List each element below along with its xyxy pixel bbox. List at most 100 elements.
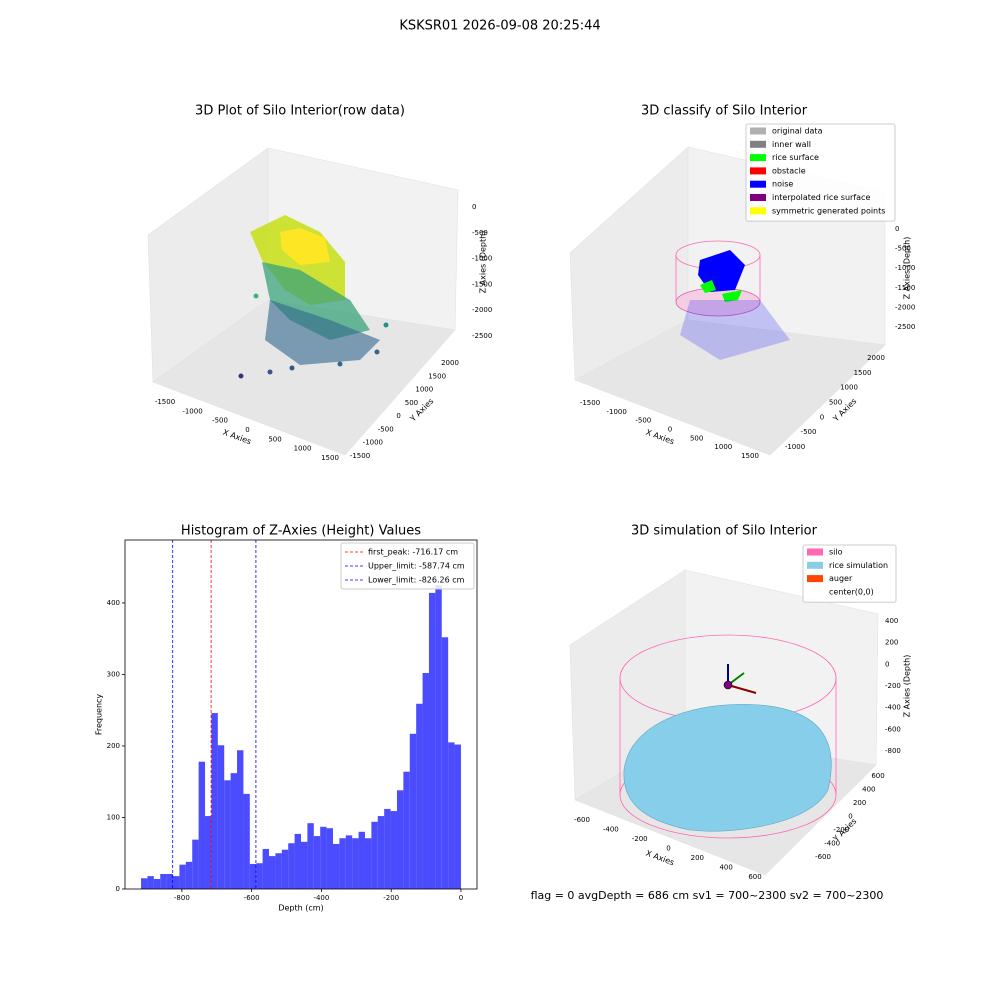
point-cloud bbox=[238, 215, 389, 379]
y-tick-label: 0 bbox=[820, 413, 824, 421]
z-tick-label: -500 bbox=[472, 229, 488, 237]
plot-frame bbox=[124, 539, 478, 890]
x-tick-label: -1500 bbox=[580, 399, 600, 407]
bar bbox=[166, 873, 174, 889]
chart-title: 3D classify of Silo Interior bbox=[641, 104, 808, 119]
pane bbox=[574, 319, 886, 456]
y-tick-label: 100 bbox=[107, 813, 120, 821]
bar bbox=[396, 790, 404, 889]
legend-label: Lower_limit: -826.26 cm bbox=[368, 576, 465, 585]
legend-swatch bbox=[807, 575, 823, 583]
legend-swatch bbox=[750, 167, 766, 175]
bar bbox=[230, 773, 238, 889]
legend-label: rice surface bbox=[772, 153, 819, 162]
z-tick-label: 0 bbox=[472, 203, 476, 211]
y-tick-label: 400 bbox=[107, 599, 120, 607]
bar bbox=[160, 873, 167, 889]
z-tick-label: 0 bbox=[895, 225, 899, 233]
silo-wireframe bbox=[619, 634, 837, 839]
bar bbox=[288, 843, 295, 889]
legend-box bbox=[340, 542, 475, 590]
y-tick-label: 2000 bbox=[441, 359, 459, 367]
x-tick-label: -1500 bbox=[155, 398, 175, 406]
bar bbox=[441, 637, 449, 889]
bar bbox=[141, 878, 148, 889]
z-tick-label: -1500 bbox=[472, 280, 492, 288]
y-tick-label: 1500 bbox=[428, 372, 446, 380]
legend-label: silo bbox=[829, 548, 843, 557]
x-tick-label: -200 bbox=[383, 894, 399, 902]
x-tick-label: 0 bbox=[666, 845, 670, 853]
x-tick-label: 1000 bbox=[294, 445, 312, 453]
legend-label: center(0,0) bbox=[829, 587, 874, 596]
y-tick-label: -500 bbox=[801, 428, 817, 436]
x-tick-label: -600 bbox=[574, 816, 590, 824]
legend-label: Upper_limit: -587.74 cm bbox=[368, 562, 465, 571]
bar bbox=[358, 831, 365, 889]
bar bbox=[403, 771, 410, 889]
x-tick-label: 500 bbox=[690, 434, 703, 442]
legend-swatch bbox=[807, 548, 823, 556]
legend-label: interpolated rice surface bbox=[772, 193, 870, 202]
z-axis-label: Z Axies (Depth) bbox=[479, 231, 488, 294]
z-tick-label: -2500 bbox=[895, 323, 915, 331]
bar bbox=[256, 863, 263, 889]
y-tick-label: 600 bbox=[871, 772, 884, 780]
bar bbox=[422, 673, 429, 889]
legend-label: auger bbox=[829, 574, 853, 583]
chart-title: 3D Plot of Silo Interior(row data) bbox=[195, 104, 405, 119]
bar bbox=[371, 821, 378, 889]
bar bbox=[217, 745, 225, 889]
chart-title: 3D simulation of Silo Interior bbox=[631, 524, 818, 539]
bar bbox=[192, 839, 199, 889]
bar bbox=[339, 838, 346, 889]
z-tick-label: -2500 bbox=[472, 332, 492, 340]
bar bbox=[185, 861, 193, 889]
legend-label: symmetric generated points bbox=[772, 206, 885, 215]
bar bbox=[153, 878, 161, 889]
pane bbox=[152, 299, 456, 456]
y-tick-label: 0 bbox=[848, 813, 852, 821]
bar bbox=[269, 856, 276, 889]
bar bbox=[320, 826, 327, 889]
bar bbox=[326, 828, 333, 889]
y-tick-label: -1000 bbox=[363, 439, 383, 447]
bar bbox=[301, 841, 308, 889]
bar bbox=[205, 816, 212, 889]
z-tick-label: -500 bbox=[895, 245, 911, 253]
bar bbox=[211, 713, 218, 889]
bar bbox=[390, 811, 397, 889]
z-tick-label: -200 bbox=[885, 682, 901, 690]
bar bbox=[448, 742, 455, 889]
bar bbox=[377, 816, 385, 889]
z-tick-label: -2000 bbox=[895, 303, 915, 311]
bar bbox=[409, 733, 417, 889]
y-tick-label: 1500 bbox=[854, 369, 872, 377]
y-tick-label: -600 bbox=[815, 853, 831, 861]
x-tick-label: -500 bbox=[635, 417, 651, 425]
x-tick-label: 600 bbox=[748, 873, 761, 881]
y-tick-label: -1500 bbox=[350, 452, 370, 460]
y-tick-label: 2000 bbox=[867, 354, 885, 362]
legend-box bbox=[745, 123, 896, 222]
y-tick-label: 0 bbox=[396, 412, 400, 420]
y-tick-label: 400 bbox=[862, 786, 875, 794]
z-axis-label: Z Axies (Depth) bbox=[903, 237, 912, 300]
bar bbox=[294, 833, 301, 889]
bar bbox=[275, 853, 282, 889]
x-tick-label: 0 bbox=[668, 426, 672, 434]
bar bbox=[352, 838, 359, 889]
bar bbox=[454, 744, 461, 889]
bar bbox=[416, 703, 423, 889]
z-tick-label: -1000 bbox=[895, 264, 915, 272]
suptitle: KSKSR01 2026-09-08 20:25:44 bbox=[399, 19, 600, 34]
bar bbox=[281, 849, 289, 889]
y-tick-label: 0 bbox=[116, 885, 120, 893]
x-tick-label: -500 bbox=[212, 417, 228, 425]
legend-swatch bbox=[807, 588, 823, 596]
x-tick-label: -200 bbox=[632, 835, 648, 843]
axes-3d-4 bbox=[569, 569, 879, 876]
y-tick-label: -1000 bbox=[785, 443, 805, 451]
bar bbox=[384, 808, 391, 889]
axes-3d-1 bbox=[147, 147, 459, 456]
